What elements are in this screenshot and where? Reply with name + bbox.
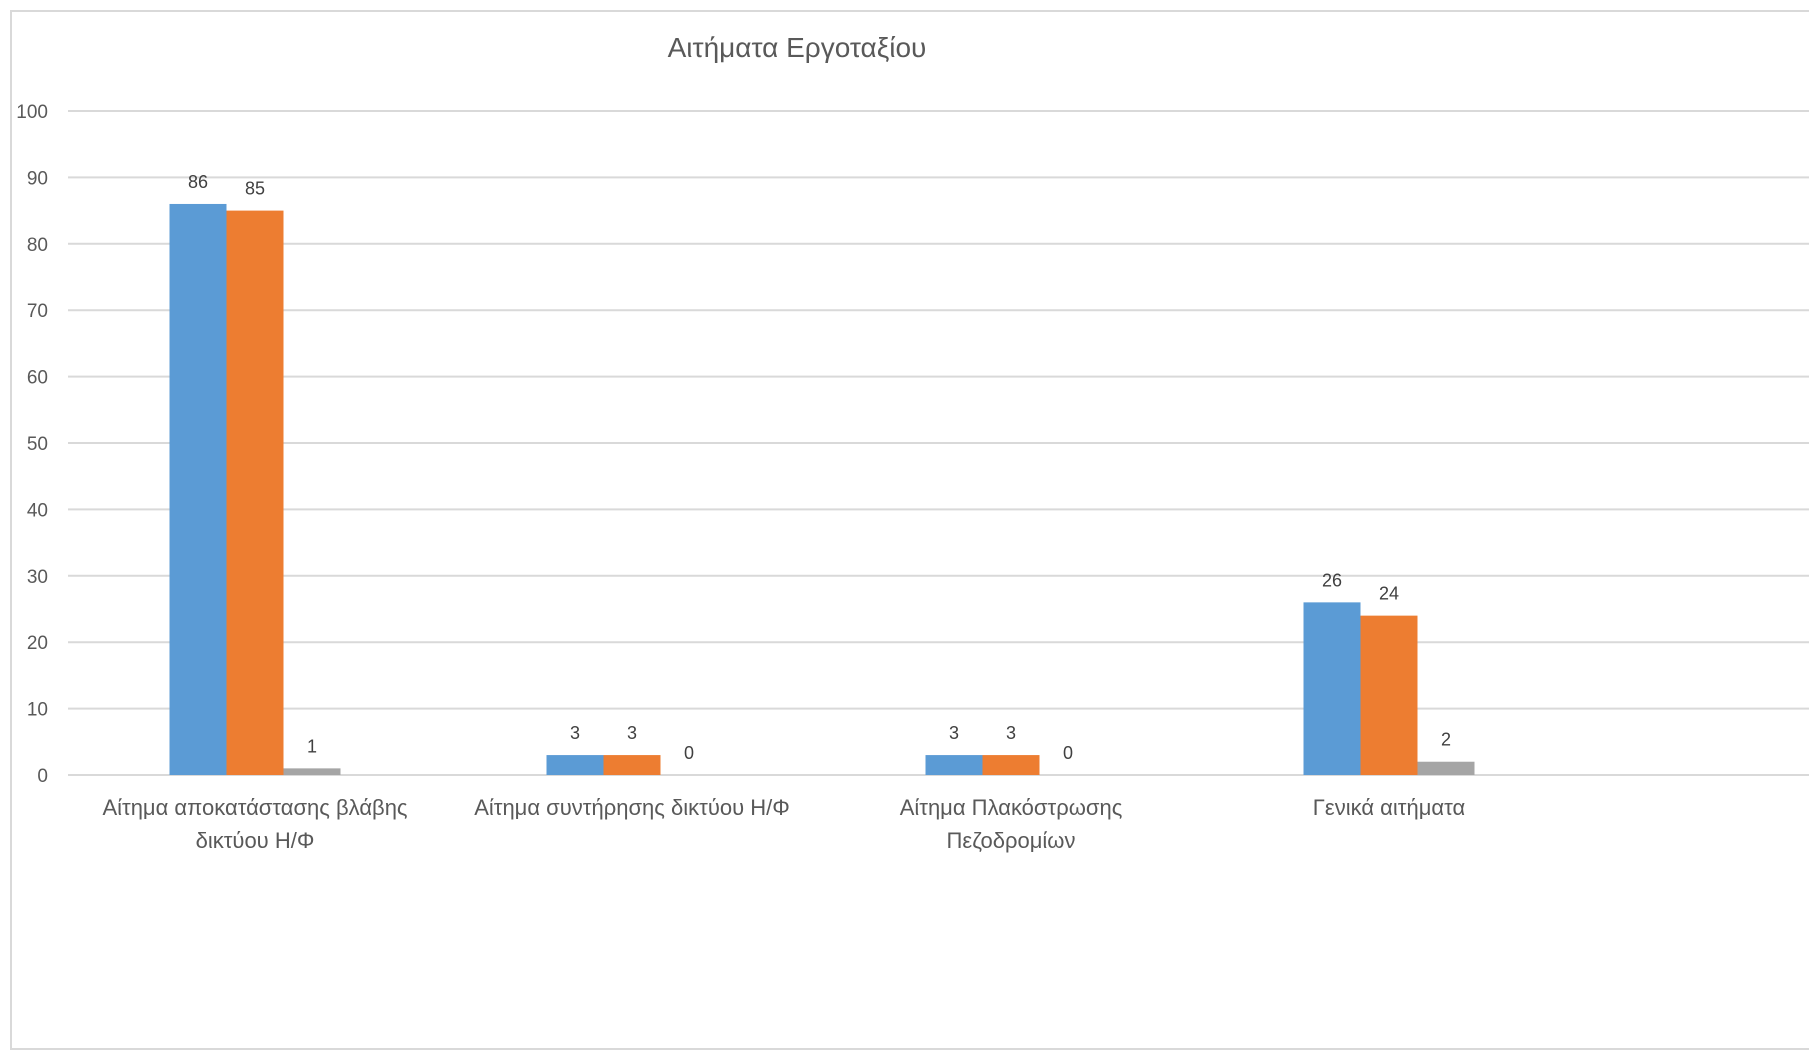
bar-series-3 [283,768,341,775]
y-tick-label: 100 [16,102,48,123]
bar-series-1 [1303,602,1361,775]
data-label: 1 [307,736,317,756]
x-category-label: Πεζοδρομίων [947,828,1076,853]
y-tick-label: 30 [27,567,48,588]
data-label: 24 [1379,584,1399,604]
y-tick-label: 40 [27,500,48,521]
bar-series-2 [603,755,661,775]
data-label: 26 [1322,570,1342,590]
data-label: 3 [1006,723,1016,743]
chart-frame [10,10,1809,1050]
data-label: 3 [627,723,637,743]
y-tick-label: 0 [37,766,48,787]
bar-series-1 [169,203,227,775]
data-label: 3 [570,723,580,743]
y-tick-label: 60 [27,368,48,389]
data-label: 0 [1063,743,1073,763]
x-category-label: Αίτημα αποκατάστασης βλάβης [102,795,407,820]
y-tick-label: 20 [27,633,48,654]
y-axis-ticks: 0 10 20 30 40 50 60 70 80 90 100 [16,102,48,787]
data-label: 3 [949,723,959,743]
y-tick-label: 10 [27,700,48,721]
x-category-label: Γενικά αιτήματα [1313,795,1466,820]
data-label: 0 [684,743,694,763]
bar-series-2 [982,755,1040,775]
y-tick-label: 70 [27,301,48,322]
y-tick-label: 50 [27,434,48,455]
data-labels: 86 3 3 26 85 3 3 24 1 0 0 2 [188,172,1451,763]
x-category-label: Αίτημα Πλακόστρωσης [900,795,1123,820]
y-tick-label: 90 [27,168,48,189]
bar-series-2 [226,210,284,776]
data-label: 86 [188,172,208,192]
bar-series-1 [546,755,604,775]
x-category-label: δικτύου Η/Φ [196,828,315,853]
data-label: 2 [1441,730,1451,750]
x-category-label: Αίτημα συντήρησης δικτύου Η/Φ [474,795,790,820]
chart-title: Αιτήματα Εργοταξίου [667,32,927,63]
bar-series-2 [1360,615,1418,775]
bar-series-3 [1417,761,1475,775]
bar-series-1 [925,755,983,775]
x-axis-labels: Αίτημα αποκατάστασης βλάβης δικτύου Η/Φ Αί… [102,795,1465,853]
bars [169,203,1475,776]
data-label: 85 [245,179,265,199]
y-tick-label: 80 [27,235,48,256]
gridlines [68,110,1809,776]
